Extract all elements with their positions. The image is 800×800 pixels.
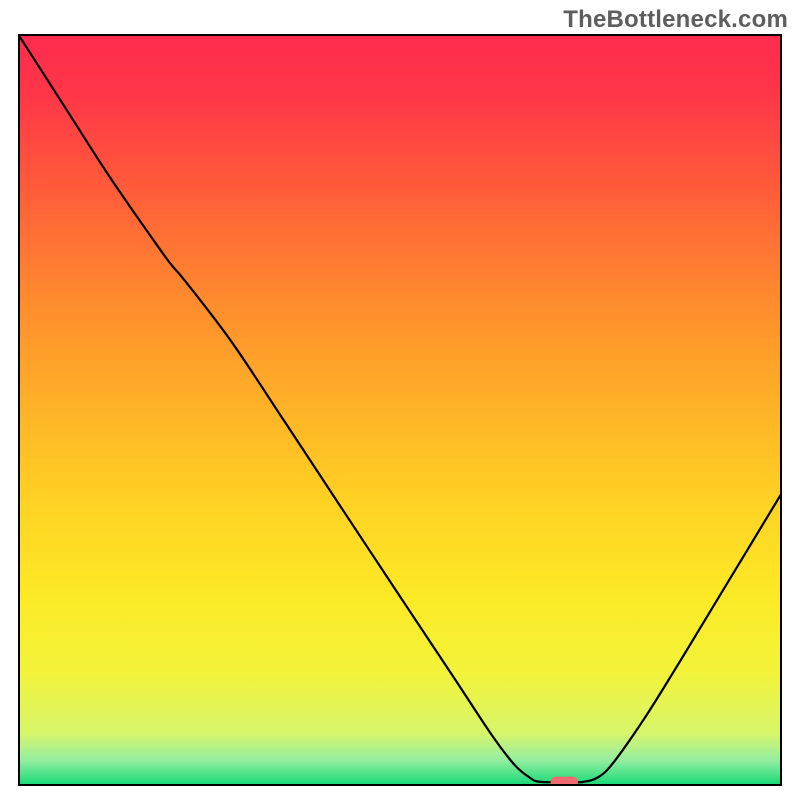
watermark-text: TheBottleneck.com	[563, 6, 788, 34]
plot-svg	[18, 34, 782, 786]
plot-background	[18, 34, 782, 786]
plot-area	[18, 34, 782, 786]
chart-container: TheBottleneck.com	[0, 0, 800, 800]
